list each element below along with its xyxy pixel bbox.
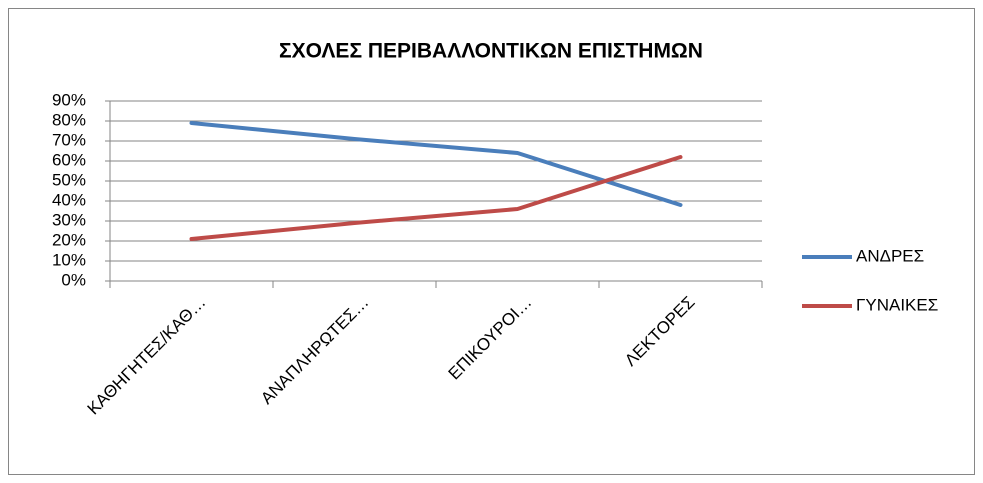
y-tick-label: 70% (52, 130, 86, 149)
y-tick-label: 60% (52, 150, 86, 169)
y-tick-label: 0% (61, 270, 86, 289)
y-tick-label: 20% (52, 230, 86, 249)
chart-title: ΣΧΟΛΕΣ ΠΕΡΙΒΑΛΛΟΝΤΙΚΩΝ ΕΠΙΣΤΗΜΩΝ (279, 40, 703, 63)
y-tick-label: 10% (52, 250, 86, 269)
series-line (189, 121, 683, 207)
y-tick-label: 80% (52, 110, 86, 129)
y-tick-label: 50% (52, 170, 86, 189)
legend-label: ΑΝΔΡΕΣ (856, 246, 924, 265)
y-tick-label: 30% (52, 210, 86, 229)
legend-label: ΓΥΝΑΙΚΕΣ (856, 295, 938, 314)
y-tick-label: 40% (52, 190, 86, 209)
series-line (189, 155, 683, 241)
y-tick-label: 90% (52, 90, 86, 109)
